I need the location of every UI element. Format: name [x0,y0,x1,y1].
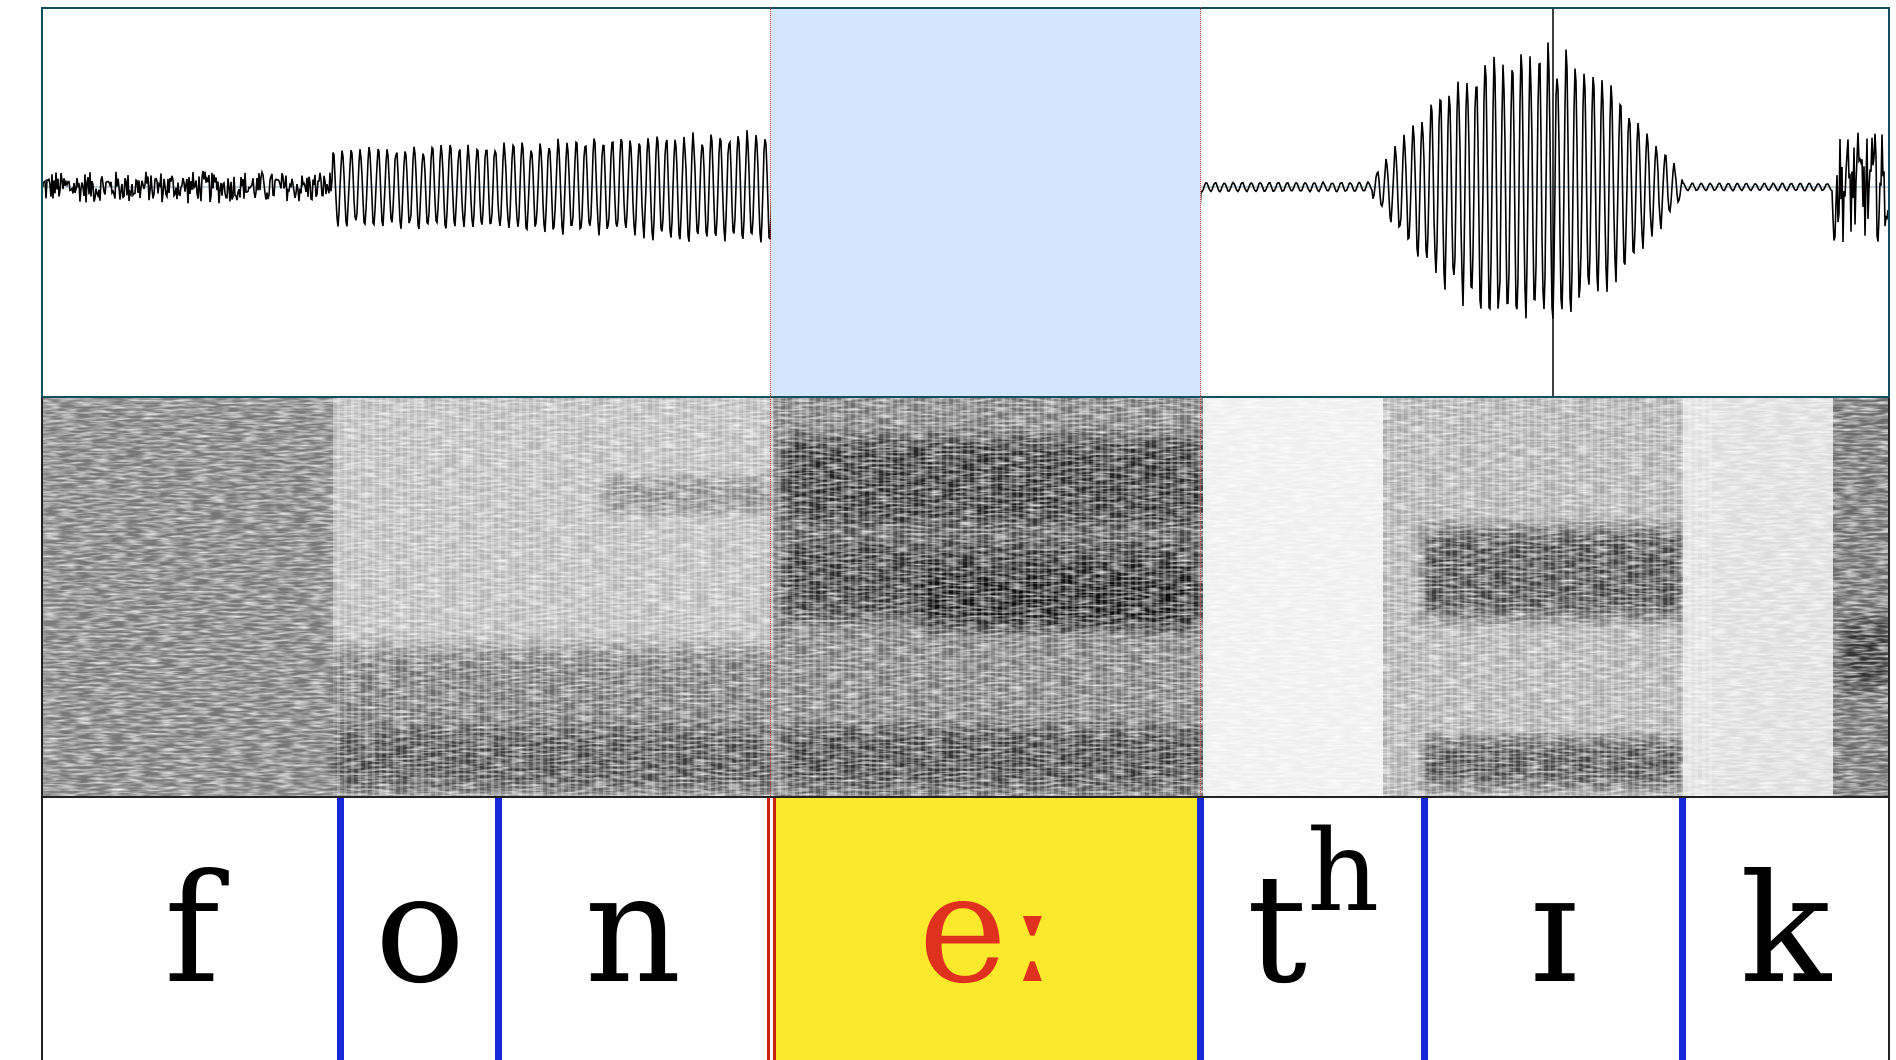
segment-text: f [164,843,220,1017]
selected-interval-boundary[interactable] [773,798,776,1060]
spectrogram-image[interactable] [43,398,1888,796]
selected-interval[interactable] [775,798,1197,1060]
segment-label-o[interactable]: o [341,798,499,1060]
segment-label-k[interactable]: k [1683,798,1888,1060]
segment-label-f[interactable]: f [43,798,341,1060]
interval-boundary[interactable] [495,798,502,1060]
segment-text: n [584,843,682,1017]
interval-boundary[interactable] [1679,798,1686,1060]
interval-boundary[interactable] [1197,798,1204,1060]
selection-start-cursor[interactable] [770,7,771,796]
segment-superscript: h [1307,807,1380,937]
segment-text: ɪ [1530,843,1578,1017]
interval-boundary[interactable] [1421,798,1428,1060]
segment-text: k [1740,843,1831,1017]
spectrogram-pane[interactable] [41,398,1890,796]
segment-text: o [374,843,466,1017]
waveform-pane[interactable] [41,7,1890,398]
segment-text: t [1246,843,1308,1017]
segment-label-n[interactable]: n [499,798,767,1060]
segment-label-i-lax[interactable]: ɪ [1425,798,1683,1060]
selected-interval-boundary[interactable] [767,798,770,1060]
interval-boundary[interactable] [337,798,344,1060]
time-selection[interactable] [771,9,1201,396]
selection-end-cursor[interactable] [1200,7,1201,796]
segment-label-e-long[interactable]: eː [775,798,1201,1060]
segment-text: eː [918,843,1058,1017]
